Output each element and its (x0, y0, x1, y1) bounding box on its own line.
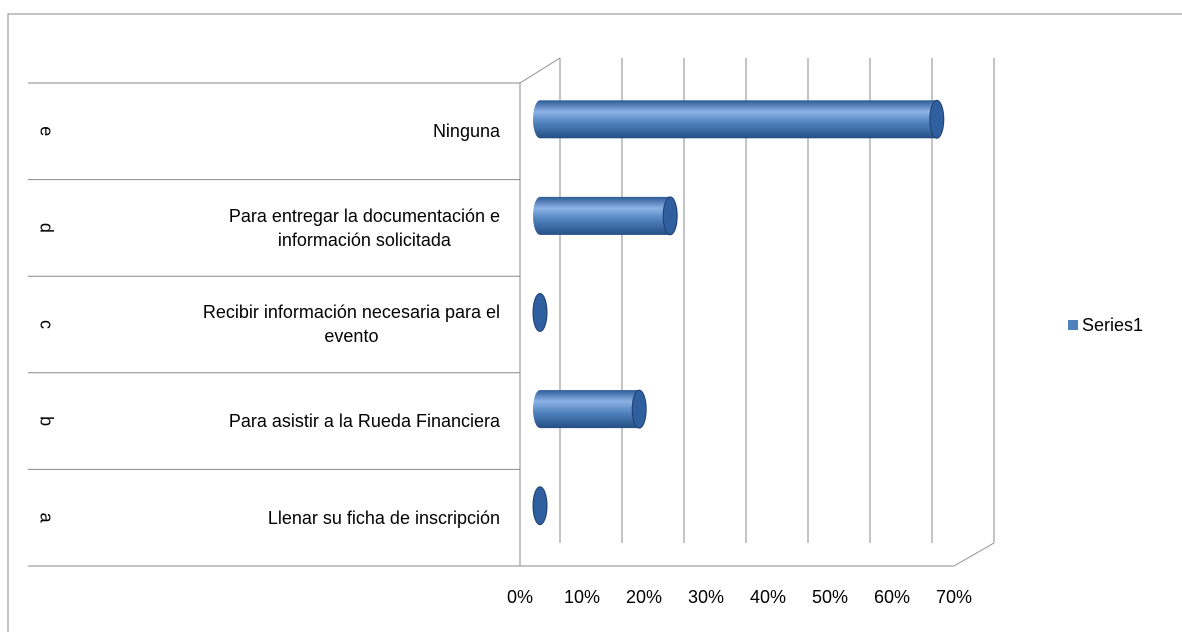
x-tick-label: 60% (874, 587, 910, 607)
category-label-box: Para asistir a la Rueda Financiera (40, 373, 500, 470)
category-label-box: Para entregar la documentación e informa… (40, 180, 500, 277)
outer-category-label: d (36, 223, 56, 233)
category-label: Para entregar la documentación e informa… (228, 205, 500, 250)
bar-body (540, 390, 640, 429)
category-label: Llenar su ficha de inscripción (267, 507, 500, 528)
category-label-box: Recibir información necesaria para el ev… (40, 276, 500, 373)
x-tick-label: 10% (564, 587, 600, 607)
bar-cap (532, 486, 548, 526)
bar-cap (631, 389, 647, 429)
bar-body (540, 100, 937, 139)
category-label-box: Ninguna (40, 83, 500, 180)
chart-border (7, 13, 1182, 632)
bar-cap (929, 99, 945, 139)
category-label: Ninguna (432, 121, 500, 142)
x-tick-label: 30% (688, 587, 724, 607)
x-tick-label: 0% (507, 587, 533, 607)
side-wall-top (519, 57, 561, 84)
bar-cap (532, 293, 548, 332)
legend-swatch (1068, 320, 1078, 330)
bar (532, 486, 548, 526)
floor-right (953, 542, 995, 567)
x-tick-label: 20% (626, 587, 662, 607)
bar-cap (662, 196, 678, 236)
category-label-box: Llenar su ficha de inscripción (40, 469, 500, 566)
bar (533, 389, 647, 429)
category-label: Recibir información necesaria para el ev… (202, 302, 500, 347)
bar-body (540, 196, 671, 235)
outer-category-label: e (36, 126, 56, 136)
bar (532, 293, 548, 332)
legend-label: Series1 (1082, 315, 1143, 335)
x-tick-label: 40% (750, 587, 786, 607)
bar (533, 196, 678, 236)
category-label: Para asistir a la Rueda Financiera (228, 411, 500, 432)
x-tick-label: 70% (936, 587, 972, 607)
outer-category-label: c (36, 320, 56, 329)
x-tick-label: 50% (812, 587, 848, 607)
bar (533, 99, 945, 139)
outer-category-label: b (36, 416, 56, 426)
outer-category-label: a (36, 513, 56, 524)
